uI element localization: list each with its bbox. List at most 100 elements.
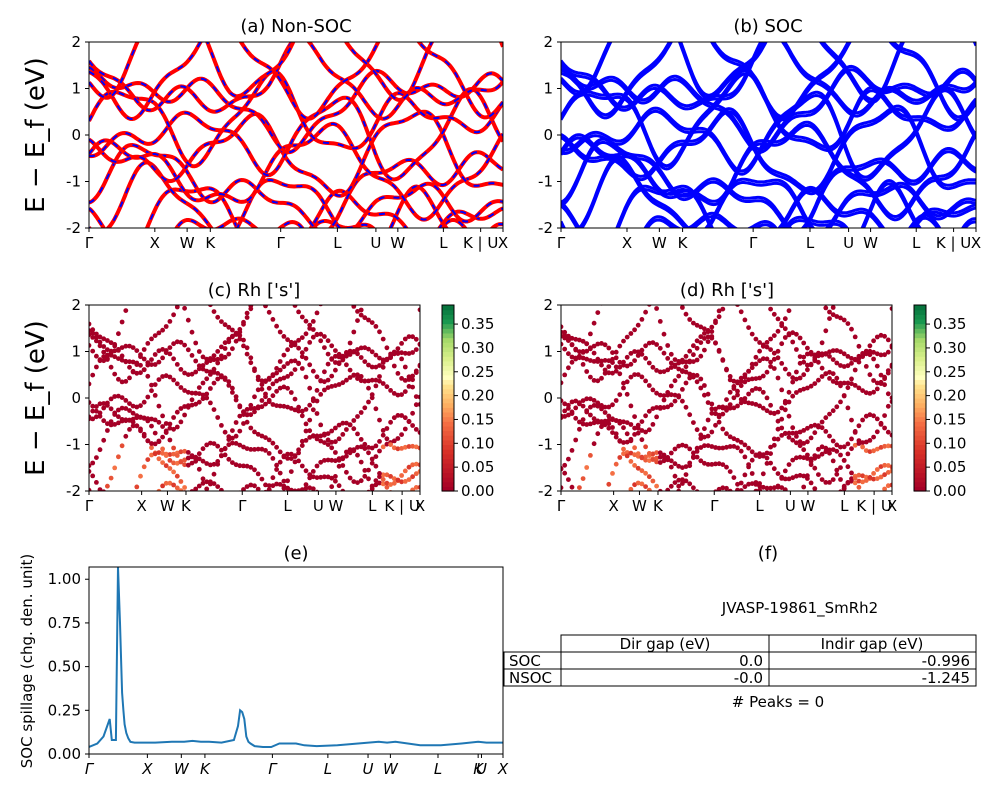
d-point-9-32 <box>676 373 682 379</box>
c-point-8-86 <box>402 364 408 370</box>
c-point-9-35 <box>215 360 221 366</box>
c-point-5-83 <box>391 415 397 421</box>
d-point-6-39 <box>702 426 707 432</box>
d-point-8-1 <box>562 414 568 419</box>
c-point-8-90 <box>417 402 420 407</box>
d-point-11-54 <box>757 340 762 345</box>
b-band-8-r1 <box>561 86 976 179</box>
c-point-6-26 <box>182 457 188 463</box>
a-ytick-label-4: 2 <box>71 33 81 51</box>
d-point-1-4 <box>573 492 578 497</box>
c-point-8-58 <box>299 366 305 371</box>
d-point-7-47 <box>731 436 737 442</box>
d-point-8-88 <box>882 382 887 388</box>
c-point-4-6 <box>108 475 114 481</box>
c-point-9-87 <box>406 384 412 389</box>
c-point-6-69 <box>340 463 346 468</box>
d-point-4-48 <box>735 445 740 451</box>
c-point-12-58 <box>299 335 305 340</box>
d-point-5-2 <box>566 456 571 462</box>
c-point-11-5 <box>105 338 110 343</box>
c-point-9-72 <box>351 372 357 378</box>
c-point-5-67 <box>333 425 338 431</box>
d-colorbar-seg-33 <box>914 332 926 339</box>
d-point-7-2 <box>566 406 571 411</box>
c-point-6-21 <box>163 453 169 458</box>
d-point-8-16 <box>617 392 623 397</box>
c-point-11-78 <box>373 364 379 370</box>
c-point-8-37 <box>222 429 228 435</box>
c-point-13-40 <box>233 330 239 336</box>
c-point-7-17 <box>149 441 154 446</box>
d-point-11-51 <box>746 325 751 330</box>
d-point-4-5 <box>577 485 582 490</box>
c-point-10-26 <box>182 342 188 348</box>
d-point-12-53 <box>753 354 759 360</box>
d-point-4-69 <box>812 455 818 461</box>
d-point-11-37 <box>694 357 700 363</box>
c-point-7-28 <box>189 402 195 408</box>
table-col-indir-gap: Indir gap (eV) <box>821 635 924 653</box>
c-point-6-8 <box>116 414 121 420</box>
d-point-9-16 <box>617 371 623 377</box>
d-point-6-62 <box>786 434 792 440</box>
d-point-6-65 <box>797 443 803 449</box>
d-point-11-60 <box>779 361 785 366</box>
d-point-10-5 <box>577 349 582 355</box>
d-point-6-67 <box>805 452 810 458</box>
b-xtick-label-6: U <box>843 234 854 252</box>
d-point-10-69 <box>812 352 818 358</box>
d-point-2-32 <box>676 477 682 483</box>
c-point-10-54 <box>285 374 290 379</box>
d-point-8-27 <box>657 392 663 398</box>
d-point-13-28 <box>661 331 667 337</box>
d-point-8-49 <box>738 375 744 381</box>
c-point-8-52 <box>277 367 283 373</box>
c-colorbar-seg-8 <box>442 449 454 455</box>
d-point-6-40 <box>705 417 711 423</box>
d-point-2-46 <box>727 488 733 491</box>
d-point-5-48 <box>735 481 740 487</box>
d-point-13-7 <box>584 341 590 347</box>
c-point-10-37 <box>222 377 228 382</box>
c-point-4-65 <box>325 457 331 463</box>
c-point-8-79 <box>377 374 382 379</box>
c-colorbar-seg-25 <box>442 370 454 376</box>
d-point-5-63 <box>790 430 796 436</box>
d-point-2-30 <box>668 483 674 489</box>
ylabel-row2: E − E_f (eV) <box>21 320 51 476</box>
c-point-11-31 <box>200 363 206 368</box>
d-point-13-73 <box>827 316 832 321</box>
c-point-8-38 <box>226 434 232 440</box>
c-point-9-67 <box>333 353 338 359</box>
d-point-6-4 <box>573 398 579 404</box>
d-point-11-38 <box>698 353 704 359</box>
d-point-7-29 <box>665 404 671 410</box>
d-point-4-60 <box>779 476 785 481</box>
c-point-8-9 <box>119 395 125 400</box>
c-point-13-39 <box>230 333 235 339</box>
c-point-6-16 <box>145 418 151 424</box>
d-point-3-23 <box>643 454 648 460</box>
d-point-6-75 <box>834 471 840 477</box>
d-point-13-2 <box>566 351 571 357</box>
d-point-8-80 <box>852 367 858 373</box>
c-point-7-39 <box>230 385 235 391</box>
panel-e-spillage-line <box>89 567 503 748</box>
d-cbtick-label-1: 0.05 <box>933 458 966 476</box>
c-point-9-4 <box>101 354 107 359</box>
d-point-8-32 <box>676 394 682 400</box>
d-point-8-44 <box>720 405 726 411</box>
c-point-8-74 <box>358 410 364 415</box>
c-point-2-37 <box>223 491 228 496</box>
c-xtick-label-5: L <box>283 497 292 515</box>
d-point-3-17 <box>621 451 626 457</box>
c-point-6-75 <box>362 473 368 479</box>
d-point-4-39 <box>702 443 707 449</box>
c-point-10-41 <box>237 404 243 410</box>
d-point-1-55 <box>760 484 766 490</box>
c-point-6-4 <box>101 401 107 406</box>
c-point-6-20 <box>160 446 166 452</box>
